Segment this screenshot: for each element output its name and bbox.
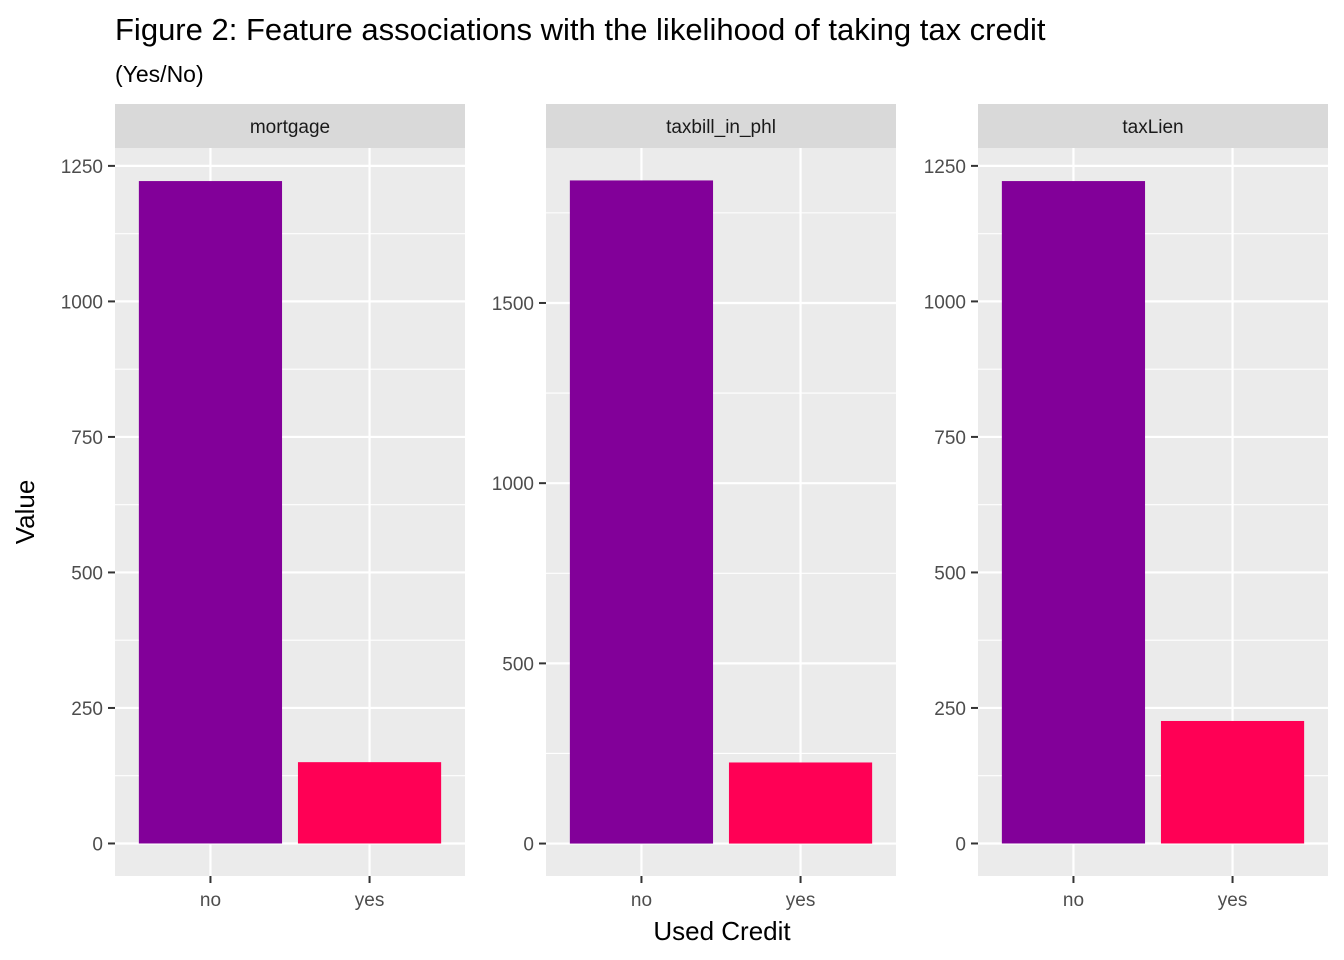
- y-tick-label: 500: [934, 563, 966, 584]
- x-tick-label: no: [631, 890, 652, 911]
- facet-strip: [546, 104, 896, 148]
- x-tick-label: no: [200, 890, 221, 911]
- chart-title: Figure 2: Feature associations with the …: [115, 12, 1046, 47]
- facet-strip-label: taxLien: [1122, 117, 1183, 138]
- bar-yes: [1160, 720, 1305, 844]
- y-tick-label: 250: [71, 699, 103, 720]
- panel-taxLien: taxLien 0 250 500 750 1000 1250 no yes: [924, 104, 1328, 911]
- y-tick-label: 1250: [924, 157, 966, 178]
- bar-no: [138, 181, 283, 844]
- y-tick-label: 1000: [492, 474, 534, 495]
- x-tick-label: no: [1063, 890, 1084, 911]
- facet-strip-label: taxbill_in_phl: [666, 117, 776, 138]
- bar-no: [569, 180, 714, 844]
- y-tick-label: 500: [502, 654, 534, 675]
- y-tick-label: 1250: [61, 157, 103, 178]
- y-tick-label: 750: [71, 428, 103, 449]
- bar-yes: [728, 762, 873, 844]
- y-tick-label: 0: [92, 834, 103, 855]
- y-tick-label: 0: [523, 835, 534, 856]
- y-tick-label: 1000: [924, 292, 966, 313]
- x-tick-label: yes: [1218, 890, 1248, 911]
- y-tick-label: 0: [955, 834, 966, 855]
- bar-yes: [297, 762, 442, 844]
- y-tick-label: 500: [71, 563, 103, 584]
- x-tick-label: yes: [355, 890, 385, 911]
- y-tick-label: 750: [934, 428, 966, 449]
- y-tick-label: 250: [934, 699, 966, 720]
- x-axis-title: Used Credit: [653, 916, 791, 946]
- panel-taxbill_in_phl: taxbill_in_phl 0 500 1000 1500 no yes: [492, 104, 896, 911]
- y-tick-label: 1500: [492, 294, 534, 315]
- x-tick-label: yes: [786, 890, 816, 911]
- facet-strip: [978, 104, 1328, 148]
- y-axis-title: Value: [10, 480, 40, 545]
- facet-strip-label: mortgage: [250, 117, 330, 138]
- facet-strip: [115, 104, 465, 148]
- bar-no: [1001, 181, 1146, 844]
- y-tick-label: 1000: [61, 292, 103, 313]
- panel-mortgage: mortgage 0 250 500 750 1000 1250 no yes: [61, 104, 465, 911]
- chart-subtitle: (Yes/No): [115, 61, 204, 87]
